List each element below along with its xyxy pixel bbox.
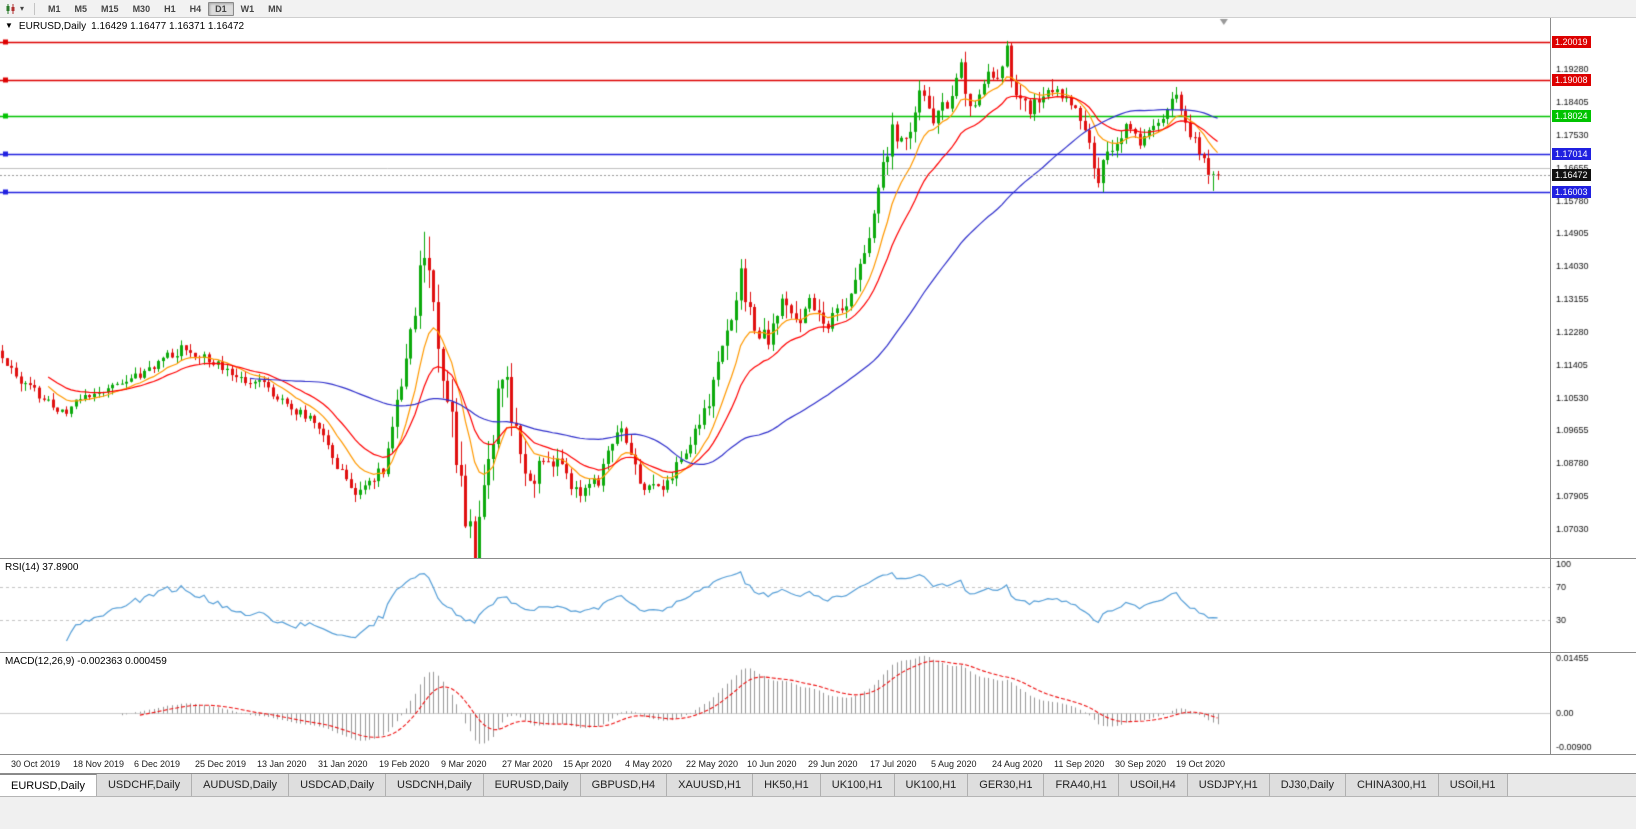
chart-symbol-label: EURUSD,Daily bbox=[18, 21, 87, 32]
chart-tabs-bar: EURUSD,Daily USDCHF,Daily AUDUSD,Daily USDC… bbox=[0, 774, 1636, 797]
date-label: 30 Oct 2019 bbox=[11, 759, 61, 769]
price-axis-ticks bbox=[1552, 18, 1636, 558]
symbol-tab-uk100-h1[interactable]: UK100,H1 bbox=[894, 774, 969, 796]
date-label: 11 Sep 2020 bbox=[1054, 759, 1105, 769]
symbol-tab-usdcnh-daily[interactable]: USDCNH,Daily bbox=[386, 774, 484, 796]
rsi-label: RSI(14) 37.8900 bbox=[5, 562, 79, 573]
symbol-tab-usoil-h1[interactable]: USOil,H1 bbox=[1438, 774, 1508, 796]
price-level-tag[interactable]: 1.20019 bbox=[1552, 35, 1591, 48]
symbol-tab-usoil-h4[interactable]: USOil,H4 bbox=[1118, 774, 1188, 796]
top-toolbar: ▾ M1 M5 M15 M30 H1 H4 D1 W1 MN bbox=[0, 0, 1636, 18]
symbol-tab-usdjpy-h1[interactable]: USDJPY,H1 bbox=[1187, 774, 1270, 796]
symbol-tab-eurusd-daily[interactable]: EURUSD,Daily bbox=[0, 774, 97, 796]
symbol-tab-eurusd-daily[interactable]: EURUSD,Daily bbox=[483, 774, 581, 796]
timeframe-buttons: M1 M5 M15 M30 H1 H4 D1 W1 MN bbox=[41, 1, 289, 16]
rsi-indicator-panel: RSI(14) 37.8900 bbox=[0, 559, 1636, 653]
date-label: 9 Mar 2020 bbox=[441, 759, 487, 769]
date-label: 15 Apr 2020 bbox=[563, 759, 612, 769]
date-label: 10 Jun 2020 bbox=[747, 759, 797, 769]
timeframe-button-w1[interactable]: W1 bbox=[240, 3, 255, 14]
symbol-tab-ger30-h1[interactable]: GER30,H1 bbox=[968, 774, 1045, 796]
chart-type-icon[interactable] bbox=[3, 2, 19, 16]
price-level-tag[interactable]: 1.19008 bbox=[1552, 73, 1591, 86]
date-label: 22 May 2020 bbox=[686, 759, 739, 769]
price-level-tag[interactable]: 1.16003 bbox=[1552, 186, 1591, 199]
timeframe-button-m5[interactable]: M5 bbox=[74, 3, 88, 14]
symbol-tab-gbpusd-h4[interactable]: GBPUSD,H4 bbox=[580, 774, 668, 796]
time-axis[interactable]: 30 Oct 2019 18 Nov 2019 6 Dec 2019 25 Dec 2… bbox=[0, 755, 1636, 774]
chart-type-dropdown-icon[interactable]: ▾ bbox=[20, 4, 25, 13]
timeframe-button-h1[interactable]: H1 bbox=[164, 3, 176, 14]
timeframe-button-m15[interactable]: M15 bbox=[101, 3, 119, 14]
symbol-tab-fra40-h1[interactable]: FRA40,H1 bbox=[1044, 774, 1119, 796]
date-label: 17 Jul 2020 bbox=[870, 759, 917, 769]
price-tag-container: 1.20019 1.19008 1.18024 1.17014 1.16003 1.164… bbox=[1551, 18, 1636, 558]
chart-ohlc-values: 1.16429 1.16477 1.16371 1.16472 bbox=[91, 21, 245, 32]
current-price-tag: 1.16472 bbox=[1552, 168, 1591, 181]
symbol-tab-china300-h1[interactable]: CHINA300,H1 bbox=[1345, 774, 1439, 796]
date-label: 19 Oct 2020 bbox=[1176, 759, 1226, 769]
date-label: 19 Feb 2020 bbox=[379, 759, 430, 769]
date-label: 13 Jan 2020 bbox=[257, 759, 307, 769]
rsi-axis[interactable] bbox=[1550, 559, 1636, 652]
timeframe-button-mn[interactable]: MN bbox=[268, 3, 283, 14]
symbol-tab-audusd-daily[interactable]: AUDUSD,Daily bbox=[192, 774, 290, 796]
macd-indicator-panel: MACD(12,26,9) -0.002363 0.000459 bbox=[0, 653, 1636, 755]
date-label: 31 Jan 2020 bbox=[318, 759, 368, 769]
symbol-tab-usdcad-daily[interactable]: USDCAD,Daily bbox=[289, 774, 387, 796]
macd-label: MACD(12,26,9) -0.002363 0.000459 bbox=[5, 656, 167, 667]
rsi-axis-ticks bbox=[1552, 559, 1636, 652]
timeframe-button-m30[interactable]: M30 bbox=[132, 3, 151, 14]
symbol-tab-xauusd-h1[interactable]: XAUUSD,H1 bbox=[667, 774, 754, 796]
macd-axis[interactable] bbox=[1550, 653, 1636, 754]
date-label: 24 Aug 2020 bbox=[992, 759, 1043, 769]
date-label: 4 May 2020 bbox=[625, 759, 673, 769]
rsi-chart-canvas[interactable] bbox=[0, 559, 1550, 652]
window-filler bbox=[0, 797, 1636, 829]
toolbar-separator bbox=[34, 2, 36, 15]
symbol-tab-uk100-h1[interactable]: UK100,H1 bbox=[820, 774, 895, 796]
symbol-tab-hk50-h1[interactable]: HK50,H1 bbox=[753, 774, 821, 796]
chart-collapse-icon[interactable]: ▼ bbox=[5, 21, 13, 30]
date-label: 29 Jun 2020 bbox=[808, 759, 858, 769]
main-chart-panel: ▼ EURUSD,Daily 1.16429 1.16477 1.16371 1… bbox=[0, 18, 1636, 559]
date-label: 30 Sep 2020 bbox=[1115, 759, 1167, 769]
price-level-tag[interactable]: 1.17014 bbox=[1552, 148, 1591, 161]
date-label: 18 Nov 2019 bbox=[73, 759, 125, 769]
candlestick-chart-canvas[interactable] bbox=[0, 18, 1550, 558]
date-label: 5 Aug 2020 bbox=[931, 759, 977, 769]
timeframe-button-m1[interactable]: M1 bbox=[48, 3, 61, 14]
symbol-tab-dj30-daily[interactable]: DJ30,Daily bbox=[1269, 774, 1346, 796]
timeframe-button-d1[interactable]: D1 bbox=[208, 1, 234, 16]
symbol-tab-usdchf-daily[interactable]: USDCHF,Daily bbox=[96, 774, 193, 796]
timeframe-button-h4[interactable]: H4 bbox=[189, 3, 202, 14]
price-axis[interactable]: 1.20019 1.19008 1.18024 1.17014 1.16003 1.164… bbox=[1550, 18, 1636, 558]
price-level-tag[interactable]: 1.18024 bbox=[1552, 110, 1591, 123]
date-label: 25 Dec 2019 bbox=[195, 759, 247, 769]
chart-title: ▼ EURUSD,Daily 1.16429 1.16477 1.16371 1… bbox=[5, 21, 244, 32]
macd-chart-canvas[interactable] bbox=[0, 653, 1550, 754]
date-label: 6 Dec 2019 bbox=[134, 759, 181, 769]
date-label: 27 Mar 2020 bbox=[502, 759, 553, 769]
macd-axis-ticks bbox=[1552, 653, 1636, 754]
